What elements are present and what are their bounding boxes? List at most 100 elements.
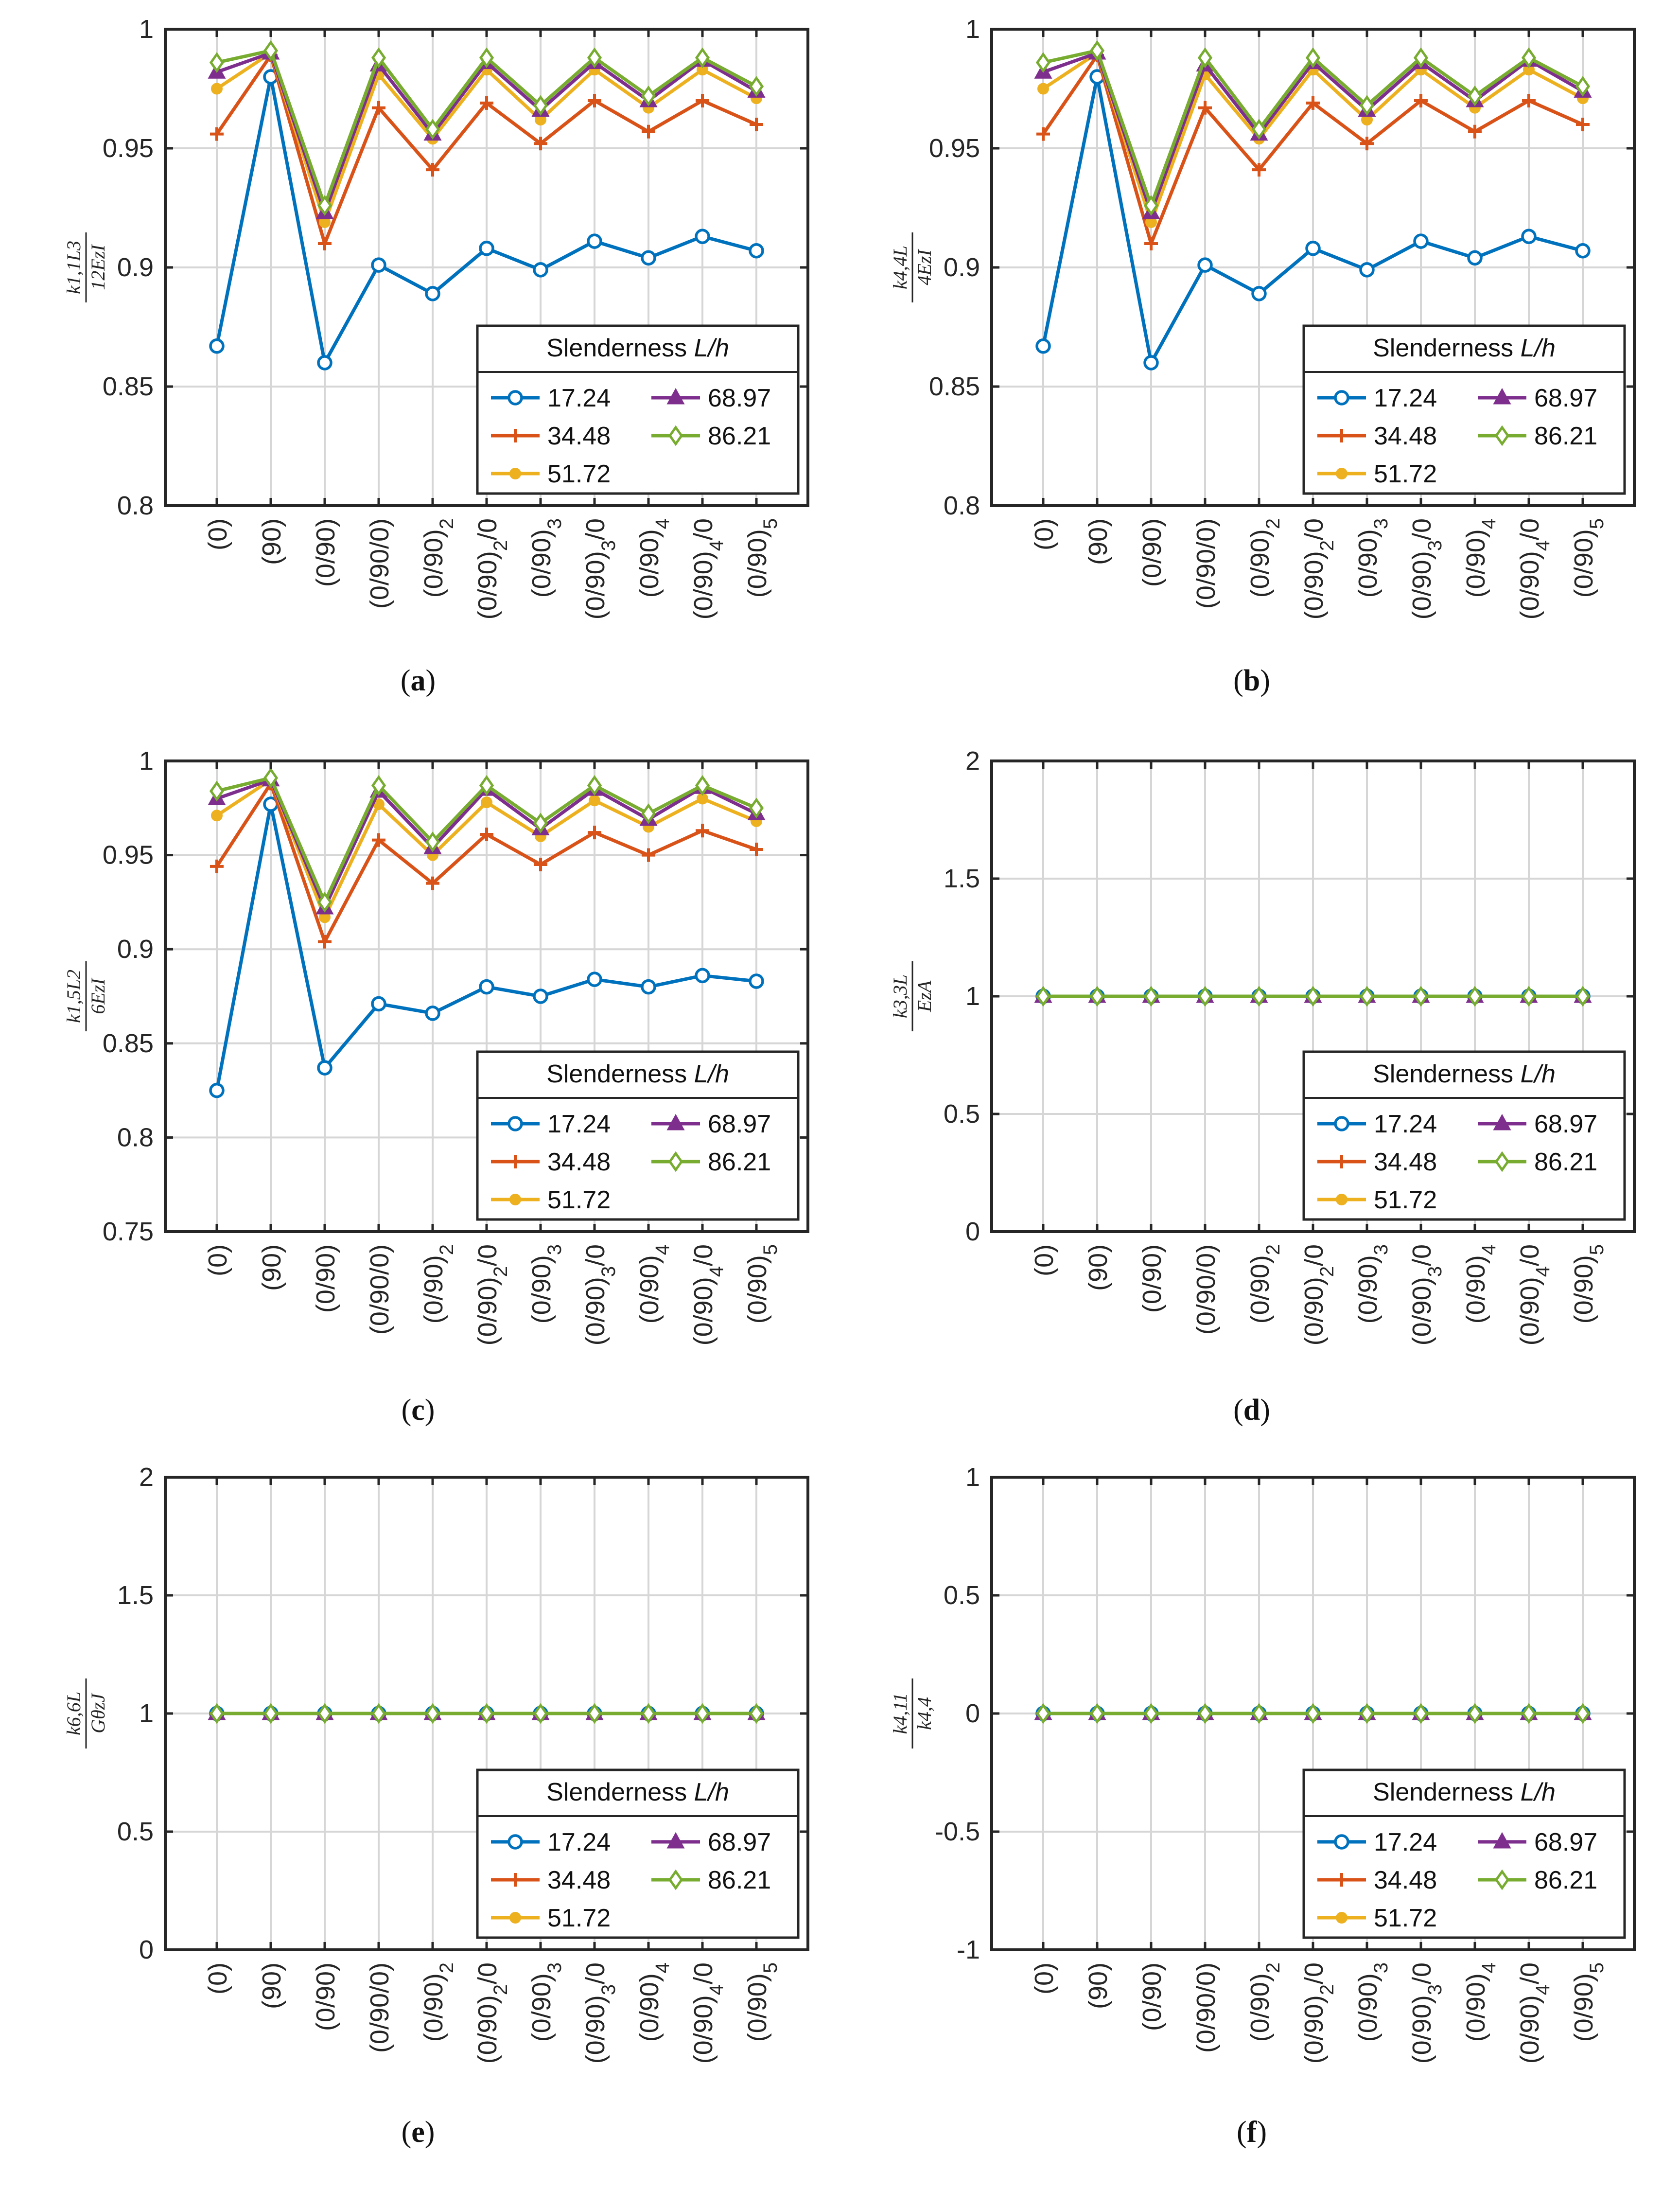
legend-item-17.24: 17.24 bbox=[491, 384, 611, 412]
data-point bbox=[642, 124, 655, 139]
x-tick-label: (90) bbox=[257, 518, 286, 565]
legend-marker bbox=[508, 1116, 523, 1131]
y-tick-label: 2 bbox=[965, 746, 980, 776]
legend-item-86.21: 86.21 bbox=[1478, 1866, 1597, 1894]
subfigure-label-f: (f) bbox=[1237, 2116, 1267, 2149]
legend-item-51.72: 51.72 bbox=[1317, 1186, 1437, 1214]
legend-label: 17.24 bbox=[1374, 1110, 1437, 1138]
data-point bbox=[1252, 163, 1266, 177]
y-label-denominator: GθzJ bbox=[87, 1693, 109, 1733]
chart-panel-b: 0.8 0.85 0.9 0.95 1 (0) (90) (0/90) (0/90/0) (0/9… bbox=[889, 15, 1636, 619]
x-tick-label: (90) bbox=[1084, 518, 1113, 565]
y-tick-label: 1 bbox=[965, 1463, 980, 1492]
data-point bbox=[210, 859, 224, 873]
data-point bbox=[1359, 1703, 1375, 1724]
data-point bbox=[263, 767, 279, 789]
legend-title: Slenderness L/h bbox=[1373, 1060, 1556, 1088]
data-point bbox=[749, 973, 764, 989]
data-point bbox=[479, 1703, 494, 1724]
x-tick-label: (0) bbox=[203, 518, 232, 550]
x-tick-label: (0/90/0) bbox=[365, 1244, 394, 1335]
x-tick-label: (0/90)3 bbox=[1353, 518, 1392, 598]
legend-item-51.72: 51.72 bbox=[1317, 1904, 1437, 1932]
data-point bbox=[695, 1703, 710, 1724]
legend-box bbox=[476, 1050, 800, 1221]
y-axis-label: k6,6L GθzJ bbox=[63, 1678, 109, 1748]
legend-item-68.97: 68.97 bbox=[651, 1110, 771, 1138]
data-point bbox=[1521, 1703, 1537, 1724]
x-tick-label: (0/90)5 bbox=[743, 1244, 781, 1324]
y-tick-label: 0.95 bbox=[103, 134, 154, 163]
legend-marker bbox=[1334, 390, 1349, 406]
legend-item-68.97: 68.97 bbox=[1478, 1828, 1597, 1856]
data-point bbox=[642, 848, 655, 862]
x-tick-label: (90) bbox=[257, 1244, 286, 1291]
y-tick-label: 0.5 bbox=[944, 1581, 980, 1610]
legend-label: 68.97 bbox=[1534, 1828, 1597, 1856]
y-tick-label: 0.5 bbox=[117, 1817, 154, 1846]
series-51.72 bbox=[1037, 47, 1589, 228]
data-point bbox=[696, 824, 709, 838]
legend-marker bbox=[508, 1873, 522, 1887]
data-point bbox=[317, 1703, 332, 1724]
x-tick-label: (0/90)4 bbox=[635, 1962, 673, 2042]
data-point bbox=[209, 338, 225, 354]
data-point bbox=[1467, 1703, 1483, 1724]
y-tick-label: 0.5 bbox=[944, 1099, 980, 1129]
data-point bbox=[1521, 47, 1537, 69]
data-point bbox=[479, 241, 494, 256]
legend-label: 86.21 bbox=[708, 1866, 771, 1894]
x-tick-label: (0/90)2 bbox=[419, 1244, 457, 1324]
legend-marker bbox=[1494, 1151, 1510, 1172]
legend-label: 34.48 bbox=[547, 1866, 611, 1894]
legend-marker bbox=[1336, 1912, 1348, 1924]
subfigure-label-a: (a) bbox=[401, 664, 436, 697]
data-point bbox=[1144, 237, 1158, 250]
legend-title: Slenderness L/h bbox=[1373, 1778, 1556, 1806]
legend-item-86.21: 86.21 bbox=[1478, 422, 1597, 450]
x-tick-label: (0) bbox=[1030, 1244, 1059, 1276]
y-label-numerator: k4,11 bbox=[889, 1693, 911, 1734]
data-point bbox=[588, 94, 601, 107]
x-tick-label: (0/90)4/0 bbox=[689, 518, 727, 619]
x-tick-label: (0/90)4 bbox=[1461, 1962, 1500, 2042]
legend-title: Slenderness L/h bbox=[546, 334, 729, 362]
legend-label: 51.72 bbox=[1374, 1904, 1437, 1932]
data-point bbox=[1576, 118, 1590, 131]
data-point bbox=[587, 233, 602, 249]
legend-label: 68.97 bbox=[708, 384, 771, 412]
legend-label: 51.72 bbox=[547, 1904, 611, 1932]
data-point bbox=[317, 355, 332, 371]
y-label-numerator: k1,5L2 bbox=[63, 970, 85, 1023]
legend-title: Slenderness L/h bbox=[546, 1060, 729, 1088]
y-tick-label: 1 bbox=[139, 1699, 154, 1728]
data-point bbox=[317, 1060, 332, 1076]
legend-marker bbox=[1336, 1194, 1348, 1205]
data-point bbox=[1305, 1703, 1321, 1724]
legend-label: 51.72 bbox=[547, 460, 611, 488]
data-point bbox=[1035, 52, 1051, 73]
legend-item-51.72: 51.72 bbox=[491, 1186, 611, 1214]
legend-label: 17.24 bbox=[1374, 1828, 1437, 1856]
y-tick-label: 0.85 bbox=[103, 372, 154, 401]
data-point bbox=[425, 1703, 440, 1724]
legend-item-17.24: 17.24 bbox=[491, 1828, 611, 1856]
data-point bbox=[318, 935, 332, 949]
data-point bbox=[1360, 137, 1374, 151]
legend-item-51.72: 51.72 bbox=[1317, 460, 1437, 488]
data-point bbox=[479, 775, 494, 796]
data-point bbox=[1251, 1703, 1267, 1724]
data-point bbox=[1251, 119, 1267, 140]
data-point bbox=[587, 47, 602, 69]
x-tick-label: (0/90)4/0 bbox=[1515, 518, 1554, 619]
x-tick-label: (0/90)4 bbox=[635, 518, 673, 598]
y-axis-label: k3,3L EzA bbox=[889, 961, 935, 1031]
x-tick-label: (0/90)5 bbox=[1569, 518, 1608, 598]
chart-panel-e: 0 0.5 1 1.5 2 (0) (90) (0/90) (0/90/0) (0/90)2 (0/… bbox=[63, 1463, 809, 2064]
series-86.21 bbox=[209, 767, 764, 913]
y-label-numerator: k4,4L bbox=[889, 246, 911, 289]
data-point bbox=[1036, 127, 1050, 141]
legend-label: 17.24 bbox=[547, 384, 611, 412]
legend-item-68.97: 68.97 bbox=[1478, 384, 1597, 412]
legend-box bbox=[476, 1768, 800, 1939]
